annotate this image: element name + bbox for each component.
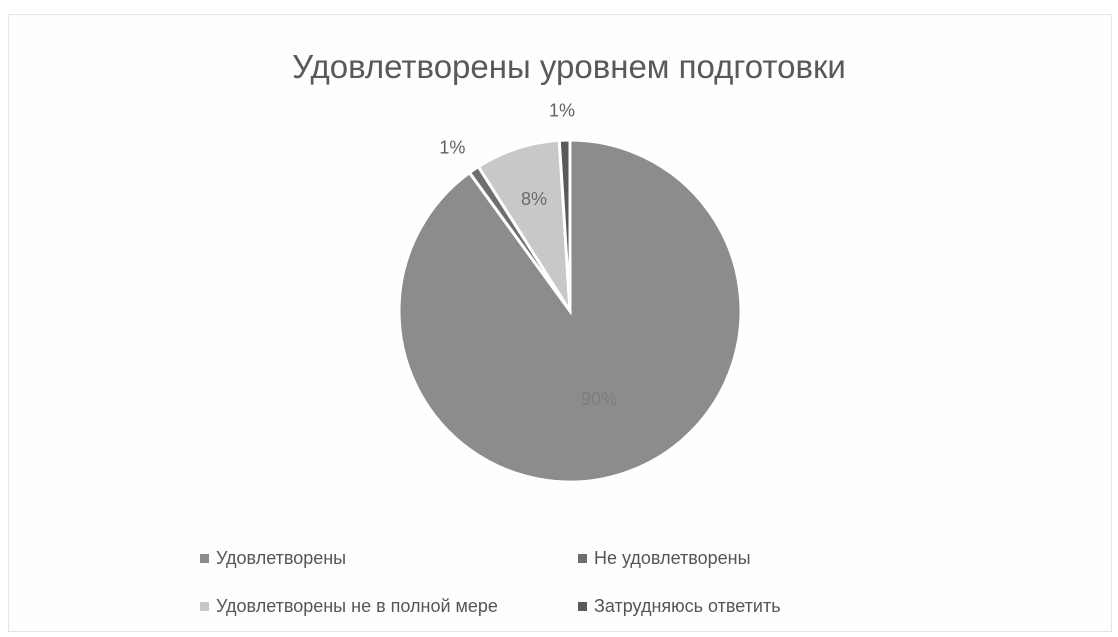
legend-swatch bbox=[578, 554, 587, 563]
legend-swatch bbox=[578, 602, 587, 611]
legend-label: Удовлетворены bbox=[216, 548, 347, 568]
legend-swatch bbox=[200, 554, 209, 563]
legend-item-zatrudnyayus: Затрудняюсь ответить bbox=[578, 596, 781, 617]
data-label: 1% bbox=[439, 137, 465, 157]
chart-title: Удовлетворены уровнем подготовки bbox=[292, 48, 846, 85]
legend-item-ne-v-polnoy-mere: Удовлетворены не в полной мере bbox=[200, 596, 498, 617]
data-label: 1% bbox=[549, 100, 575, 120]
legend-label: Не удовлетворены bbox=[594, 548, 751, 568]
legend-label: Затрудняюсь ответить bbox=[594, 596, 781, 616]
legend-swatch bbox=[200, 602, 209, 611]
legend-item-udovletvoreny: Удовлетворены bbox=[200, 548, 346, 569]
slice-zatrudnyayus bbox=[557, 138, 572, 312]
slice-udovletvoreny bbox=[397, 138, 743, 484]
data-label: 8% bbox=[521, 189, 547, 209]
data-label: 90% bbox=[581, 389, 617, 409]
legend-item-ne-udovletvoreny: Не удовлетворены bbox=[578, 548, 751, 569]
legend-label: Удовлетворены не в полной мере bbox=[216, 596, 498, 616]
